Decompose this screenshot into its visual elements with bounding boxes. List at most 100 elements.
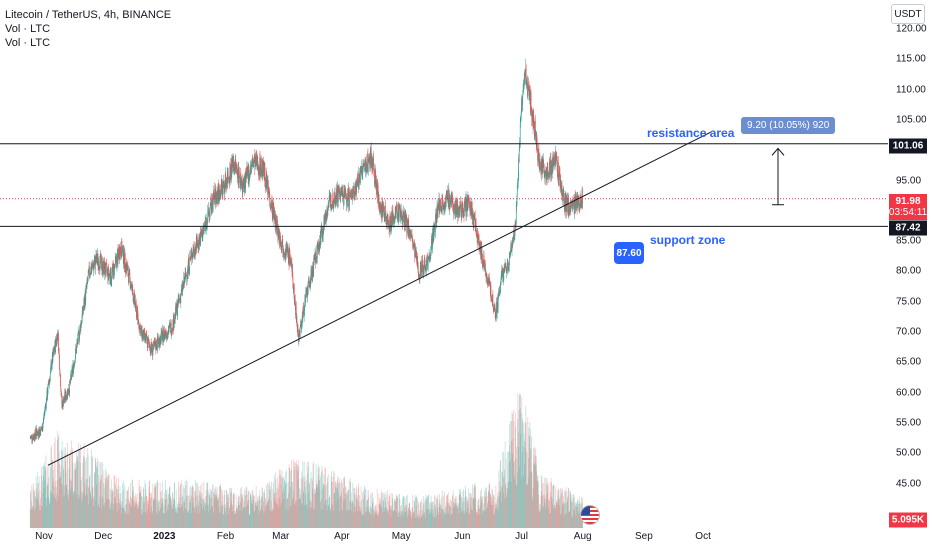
candle-body-154 (80, 322, 82, 332)
volume-bar-1641 (569, 490, 571, 528)
volume-bar-327 (137, 504, 139, 528)
candle-body-1249 (440, 207, 442, 211)
volume-bar-32 (40, 510, 42, 528)
candle-body-637 (239, 171, 241, 177)
volume-bar-1230 (434, 494, 436, 528)
volume-bar-119 (68, 455, 70, 528)
volume-bar-390 (158, 507, 159, 528)
candle-body-1501 (523, 82, 525, 87)
candle-body-515 (199, 237, 200, 245)
candle-body-1558 (542, 157, 543, 172)
candle-body-343 (142, 333, 144, 338)
candle-body-1141 (405, 215, 406, 227)
volume-bar-1506 (525, 422, 526, 528)
volume-bar-298 (127, 498, 129, 528)
candle-body-1360 (477, 233, 478, 243)
volume-bar-304 (129, 496, 131, 528)
candle-body-1440 (503, 272, 505, 282)
volume-bar-1628 (565, 513, 566, 528)
volume-bar-1137 (403, 496, 405, 528)
volume-bar-1301 (457, 503, 459, 528)
volume-bar-775 (284, 481, 286, 528)
volume-bar-264 (116, 512, 118, 528)
candle-body-822 (300, 324, 301, 327)
volume-bar-845 (307, 466, 309, 528)
volume-bar-18 (35, 476, 37, 528)
candle-body-360 (148, 338, 149, 341)
volume-bar-707 (262, 488, 264, 528)
candle-body-1030 (368, 158, 370, 162)
volume-bar-1270 (447, 501, 449, 528)
candle-body-1212 (428, 257, 430, 259)
volume-bar-116 (67, 500, 69, 528)
volume-bar-1514 (527, 477, 529, 528)
candle-body-274 (119, 247, 121, 259)
candle-body-803 (293, 284, 295, 303)
volume-bar-880 (319, 480, 320, 528)
volume-bar-1074 (383, 500, 384, 528)
volume-bar-1147 (407, 516, 408, 528)
volume-bar-419 (167, 510, 169, 528)
candle-body-1620 (562, 194, 564, 196)
candle-body-1121 (398, 216, 400, 218)
volume-bar-1416 (495, 485, 497, 528)
volume-bar-1114 (396, 497, 397, 528)
candle-body-1307 (459, 205, 461, 217)
volume-bar-1326 (465, 496, 467, 528)
volume-bar-286 (123, 507, 125, 528)
candle-body-332 (139, 324, 140, 330)
volume-bar-924 (333, 492, 335, 528)
volume-bar-1288 (453, 507, 455, 528)
volume-bar-651 (243, 506, 245, 528)
candle-body-1127 (400, 209, 402, 216)
candle-body-376 (153, 341, 155, 343)
volume-bar-1145 (406, 504, 408, 528)
volume-bar-981 (352, 482, 354, 528)
volume-bar-1286 (452, 490, 454, 528)
candle-body-1496 (521, 104, 523, 111)
candle-body-1377 (482, 265, 484, 267)
volume-bar-1487 (518, 395, 520, 528)
volume-bar-87 (58, 434, 60, 528)
volume-bar-697 (259, 496, 260, 528)
volume-bar-1109 (394, 498, 396, 528)
volume-bar-550 (210, 489, 212, 528)
volume-bar-1408 (492, 495, 494, 528)
candle-body-267 (117, 247, 119, 264)
volume-bar-514 (198, 494, 200, 528)
volume-bar-1600 (556, 503, 557, 528)
candle-body-1637 (568, 197, 569, 215)
candle-body-989 (355, 186, 356, 189)
volume-bar-316 (133, 507, 135, 528)
volume-bar-548 (210, 508, 211, 528)
volume-bar-1321 (464, 513, 465, 528)
candle-body-246 (110, 282, 112, 284)
candle-body-1603 (557, 165, 558, 176)
candle-body-854 (310, 268, 312, 283)
volume-bar-72 (53, 493, 55, 528)
candle-body-1579 (549, 161, 550, 178)
volume-bar-209 (98, 461, 100, 528)
volume-bar-387 (157, 479, 158, 528)
volume-bar-1564 (544, 498, 545, 528)
candle-body-43 (43, 413, 45, 417)
volume-bar-581 (220, 505, 222, 528)
volume-bar-450 (177, 501, 179, 528)
volume-bar-456 (179, 507, 181, 528)
volume-bar-382 (155, 485, 157, 528)
candle-body-594 (225, 173, 226, 188)
volume-bar-205 (97, 467, 98, 528)
volume-bar-1607 (558, 499, 560, 528)
volume-bar-688 (256, 506, 257, 528)
volume-bar-1216 (429, 511, 431, 528)
candle-body-1453 (507, 262, 509, 271)
candle-body-388 (157, 336, 159, 342)
volume-bar-587 (222, 515, 224, 528)
volume-bar-599 (226, 494, 228, 528)
volume-bar-1472 (513, 461, 515, 528)
volume-bar-1304 (458, 495, 460, 528)
volume-bar-194 (93, 496, 95, 528)
candle-body-1618 (561, 193, 563, 201)
candle-body-1654 (573, 198, 575, 214)
